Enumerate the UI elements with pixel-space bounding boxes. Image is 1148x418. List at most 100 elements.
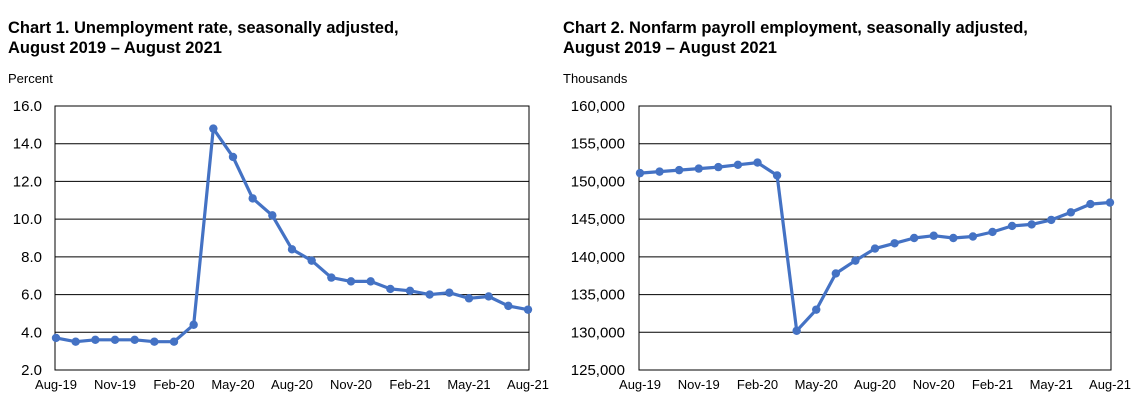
series-line: [55, 127, 529, 344]
x-tick-label: Aug-21: [1089, 377, 1131, 392]
data-point: [464, 294, 474, 303]
data-point: [1086, 199, 1095, 209]
plot-area: 2.0 4.0 6.0 8.0 10.0 12.0 14.0 16.0 Aug-19 Nov-19…: [13, 98, 549, 392]
y-tick-label: 135,000: [571, 287, 625, 304]
x-tick-label: Aug-20: [271, 377, 313, 392]
chart-unemployment-rate: Chart 1. Unemployment rate, seasonally a…: [0, 0, 560, 418]
chart-title-line2: August 2019 – August 2021: [563, 39, 777, 57]
y-axis-label: Thousands: [563, 71, 628, 86]
x-tick-label: Nov-19: [678, 377, 720, 392]
data-point: [733, 160, 743, 170]
data-point: [1105, 198, 1115, 207]
y-axis-label: Percent: [8, 71, 53, 86]
x-tick-label: Feb-21: [389, 377, 430, 392]
data-point: [71, 337, 80, 346]
y-tick-label: 160,000: [571, 98, 625, 115]
data-point: [1066, 208, 1076, 217]
data-point: [51, 333, 61, 343]
data-point: [366, 277, 375, 286]
y-tick-label: 155,000: [571, 136, 625, 153]
x-tick-label: Aug-19: [619, 377, 661, 392]
data-point: [110, 335, 120, 345]
data-point: [484, 292, 493, 301]
data-point: [504, 301, 513, 311]
data-point: [169, 337, 179, 346]
data-point: [405, 286, 415, 295]
y-tick-label: 12.0: [13, 173, 42, 190]
x-tick-label: Aug-19: [35, 377, 77, 392]
data-point: [831, 269, 841, 278]
x-tick-label: Feb-20: [153, 377, 194, 392]
data-point: [327, 273, 336, 282]
data-point: [909, 233, 919, 243]
x-tick-label: Aug-21: [507, 377, 549, 392]
y-tick-label: 125,000: [571, 362, 625, 379]
data-point: [714, 162, 723, 172]
data-point: [287, 245, 297, 254]
y-tick-label: 4.0: [21, 324, 42, 341]
data-point: [228, 152, 238, 162]
data-point: [1047, 215, 1056, 225]
plot-frame: [54, 105, 530, 371]
data-point: [248, 194, 257, 203]
y-tick-label: 2.0: [21, 362, 42, 379]
y-tick-label: 150,000: [571, 173, 625, 190]
x-tick-label: May-21: [447, 377, 490, 392]
data-point: [209, 124, 218, 133]
data-point: [772, 171, 782, 180]
data-point: [949, 233, 958, 243]
data-point: [1027, 220, 1036, 229]
data-point: [346, 277, 356, 286]
data-point: [655, 167, 664, 176]
y-tick-label: 130,000: [571, 324, 625, 341]
x-tick-label: May-20: [795, 377, 838, 392]
data-point: [189, 320, 198, 329]
y-tick-label: 16.0: [13, 98, 42, 115]
x-tick-label: Nov-20: [330, 377, 372, 392]
chart-title-line1: Chart 1. Unemployment rate, seasonally a…: [8, 19, 399, 37]
data-point: [386, 284, 395, 294]
y-tick-label: 14.0: [13, 136, 42, 153]
chart-plot: 2.0 4.0 6.0 8.0 10.0 12.0 14.0 16.0 Aug-19 Nov-19…: [13, 98, 549, 392]
plot-area: 125,000 130,000 135,000 140,000 145,000 150,0…: [571, 98, 1131, 392]
y-tick-label: 140,000: [571, 249, 625, 266]
data-point: [307, 256, 316, 265]
x-tick-label: Feb-20: [737, 377, 778, 392]
data-point: [1007, 221, 1017, 231]
plot-frame: [638, 105, 1112, 371]
data-point: [929, 231, 938, 240]
data-point: [425, 290, 434, 299]
y-tick-label: 6.0: [21, 287, 42, 304]
data-point: [130, 335, 139, 345]
chart-plot: 125,000 130,000 135,000 140,000 145,000 150,0…: [571, 98, 1131, 392]
chart-title: Chart 1. Unemployment rate, seasonally a…: [8, 18, 399, 58]
chart-nonfarm-payroll: Chart 2. Nonfarm payroll employment, sea…: [555, 0, 1148, 418]
x-tick-label: May-20: [211, 377, 254, 392]
data-point: [91, 335, 100, 345]
x-tick-label: May-21: [1030, 377, 1073, 392]
data-point: [753, 158, 762, 167]
data-point: [635, 168, 645, 178]
data-point: [268, 211, 277, 220]
data-point: [812, 305, 821, 314]
chart-title: Chart 2. Nonfarm payroll employment, sea…: [563, 18, 1028, 58]
chart-title-line1: Chart 2. Nonfarm payroll employment, sea…: [563, 19, 1028, 37]
data-point: [150, 337, 159, 346]
data-point: [694, 164, 703, 173]
x-tick-label: Aug-20: [854, 377, 896, 392]
chart-title-line2: August 2019 – August 2021: [8, 39, 222, 57]
data-point: [851, 256, 860, 265]
y-tick-label: 10.0: [13, 211, 42, 228]
data-point: [792, 326, 801, 335]
x-tick-label: Nov-19: [94, 377, 136, 392]
y-tick-label: 8.0: [21, 249, 42, 266]
data-point: [870, 244, 880, 253]
x-tick-label: Nov-20: [913, 377, 955, 392]
data-point: [890, 239, 899, 248]
y-tick-label: 145,000: [571, 211, 625, 228]
data-point: [988, 227, 997, 237]
data-point: [674, 165, 684, 175]
x-tick-label: Feb-21: [972, 377, 1013, 392]
data-point: [968, 232, 978, 241]
data-point: [523, 305, 533, 314]
